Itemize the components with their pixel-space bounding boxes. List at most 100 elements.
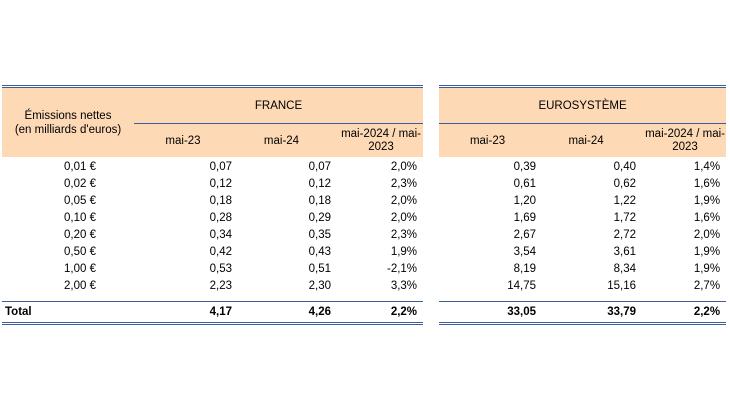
eu-mai23-cell: 1,20 <box>513 195 537 207</box>
fr-mai23-cell: 0,28 <box>209 212 232 224</box>
fr-mai24-cell: 0,43 <box>308 246 331 258</box>
eu-change-cell: 1,4% <box>693 161 721 173</box>
total-row: Total 4,17 4,26 2,2% 33,05 33,79 2,2% <box>2 301 727 325</box>
fr-change-cell: 2,0% <box>390 212 418 224</box>
col-header-fr-change: mai-2024 / mai- 2023 <box>331 123 424 157</box>
fr-mai24-cell: 0,12 <box>308 178 331 190</box>
eu-mai23-cell: 8,19 <box>513 263 537 275</box>
col-header-fr-mai24: mai-24 <box>232 123 331 157</box>
eu-mai23-cell: 14,75 <box>507 280 537 292</box>
row-header-line1: Émissions nettes <box>24 110 112 122</box>
total-eu-change: 2,2% <box>636 301 727 325</box>
table-row: 0,20 € 0,34 0,35 2,3% 2,67 2,72 2,0% <box>2 227 726 244</box>
group-gap <box>423 244 440 261</box>
fr-mai23-cell: 0,34 <box>209 229 232 241</box>
row-label: 0,20 € <box>64 229 96 241</box>
row-label: 0,02 € <box>64 178 96 190</box>
col-header-fr-mai23: mai-23 <box>134 123 232 157</box>
fr-mai23-cell: 0,12 <box>209 178 232 190</box>
group-gap <box>423 301 440 324</box>
fr-change-cell: 2,3% <box>390 229 418 241</box>
header-row-columns: mai-23 mai-24 mai-2024 / mai- 2023 mai-2… <box>2 123 727 157</box>
col-header-fr-change-line2: 2023 <box>368 140 394 153</box>
eu-change-cell: 2,0% <box>693 229 721 241</box>
group-gap <box>423 227 440 244</box>
fr-mai24-cell: 0,18 <box>308 195 331 207</box>
col-header-eu-change-line2: 2023 <box>672 140 698 153</box>
eu-change-cell: 2,7% <box>693 280 721 292</box>
fr-mai24-cell: 0,29 <box>308 212 331 224</box>
fr-change-cell: -2,1% <box>386 263 418 275</box>
total-eu-mai24: 33,79 <box>536 301 637 325</box>
eu-mai24-cell: 15,16 <box>607 280 637 292</box>
group-gap <box>423 123 440 157</box>
header-row-groups: Émissions nettes (en milliards d'euros) … <box>2 85 727 157</box>
eu-mai24-cell: 0,62 <box>613 178 637 190</box>
fr-mai23-cell: 0,42 <box>209 246 232 258</box>
row-label: 0,50 € <box>64 246 96 258</box>
table-row: 2,00 € 2,23 2,30 3,3% 14,75 15,16 2,7% <box>2 278 726 295</box>
total-label: Total <box>2 301 134 325</box>
eu-mai24-cell: 8,34 <box>613 263 637 275</box>
row-header-line2: (en milliards d'euros) <box>14 124 122 136</box>
eu-mai24-cell: 1,72 <box>613 212 637 224</box>
eu-mai23-cell: 0,61 <box>513 178 537 190</box>
group-header-france: FRANCE <box>134 85 424 124</box>
fr-mai24-cell: 0,51 <box>308 263 331 275</box>
fr-mai24-cell: 2,30 <box>308 280 331 292</box>
fr-change-cell: 2,0% <box>390 195 418 207</box>
col-header-eu-mai23: mai-23 <box>439 123 537 157</box>
eu-mai24-cell: 2,72 <box>613 229 637 241</box>
fr-change-cell: 2,3% <box>390 178 418 190</box>
total-fr-mai24: 4,26 <box>232 301 331 325</box>
fr-mai23-cell: 0,18 <box>209 195 232 207</box>
group-gap <box>423 193 440 210</box>
row-label: 1,00 € <box>64 263 96 275</box>
eu-mai23-cell: 0,39 <box>513 161 537 173</box>
eu-change-cell: 1,9% <box>693 195 721 207</box>
eu-change-cell: 1,6% <box>693 178 721 190</box>
col-header-fr-change-line1: mai-2024 / mai- <box>341 127 421 140</box>
row-label: 0,10 € <box>64 212 96 224</box>
table-row: 0,10 € 0,28 0,29 2,0% 1,69 1,72 1,6% <box>2 210 726 227</box>
group-header-eurosysteme: EUROSYSTÈME <box>439 85 727 124</box>
eu-mai23-cell: 1,69 <box>513 212 537 224</box>
table-row: 1,00 € 0,53 0,51 -2,1% 8,19 8,34 1,9% <box>2 261 726 278</box>
fr-mai24-cell: 0,35 <box>308 229 331 241</box>
eu-mai24-cell: 1,22 <box>613 195 637 207</box>
eu-mai24-cell: 3,61 <box>613 246 637 258</box>
table-row: 0,50 € 0,42 0,43 1,9% 3,54 3,61 1,9% <box>2 244 726 261</box>
eu-change-cell: 1,9% <box>693 246 721 258</box>
total-eu-mai23: 33,05 <box>439 301 537 325</box>
row-label: 0,05 € <box>64 195 96 207</box>
group-gap <box>423 210 440 227</box>
table-row: 0,05 € 0,18 0,18 2,0% 1,20 1,22 1,9% <box>2 193 726 210</box>
total-fr-change: 2,2% <box>331 301 424 325</box>
group-gap <box>423 261 440 278</box>
col-header-eu-change-line1: mai-2024 / mai- <box>645 127 725 140</box>
group-gap <box>423 278 440 295</box>
fr-mai23-cell: 2,23 <box>209 280 232 292</box>
eu-mai23-cell: 3,54 <box>513 246 537 258</box>
fr-mai24-cell: 0,07 <box>308 161 331 173</box>
col-header-eu-change: mai-2024 / mai- 2023 <box>636 123 727 157</box>
group-gap <box>423 157 440 176</box>
emissions-table: Émissions nettes (en milliards d'euros) … <box>2 85 727 325</box>
total-fr-mai23: 4,17 <box>134 301 232 325</box>
emissions-table-wrapper: Émissions nettes (en milliards d'euros) … <box>2 85 727 325</box>
table-row: 0,02 € 0,12 0,12 2,3% 0,61 0,62 1,6% <box>2 176 726 193</box>
eu-change-cell: 1,9% <box>693 263 721 275</box>
eu-change-cell: 1,6% <box>693 212 721 224</box>
row-label: 2,00 € <box>64 280 96 292</box>
eu-mai23-cell: 2,67 <box>513 229 537 241</box>
fr-mai23-cell: 0,53 <box>209 263 232 275</box>
fr-mai23-cell: 0,07 <box>209 161 232 173</box>
row-header-cell: Émissions nettes (en milliards d'euros) <box>2 85 134 157</box>
col-header-eu-mai24: mai-24 <box>536 123 637 157</box>
group-gap <box>423 176 440 193</box>
fr-change-cell: 3,3% <box>390 280 418 292</box>
row-label: 0,01 € <box>64 161 96 173</box>
fr-change-cell: 2,0% <box>390 161 418 173</box>
group-gap <box>423 86 440 124</box>
table-row: 0,01 € 0,07 0,07 2,0% 0,39 0,40 1,4% <box>2 157 726 176</box>
